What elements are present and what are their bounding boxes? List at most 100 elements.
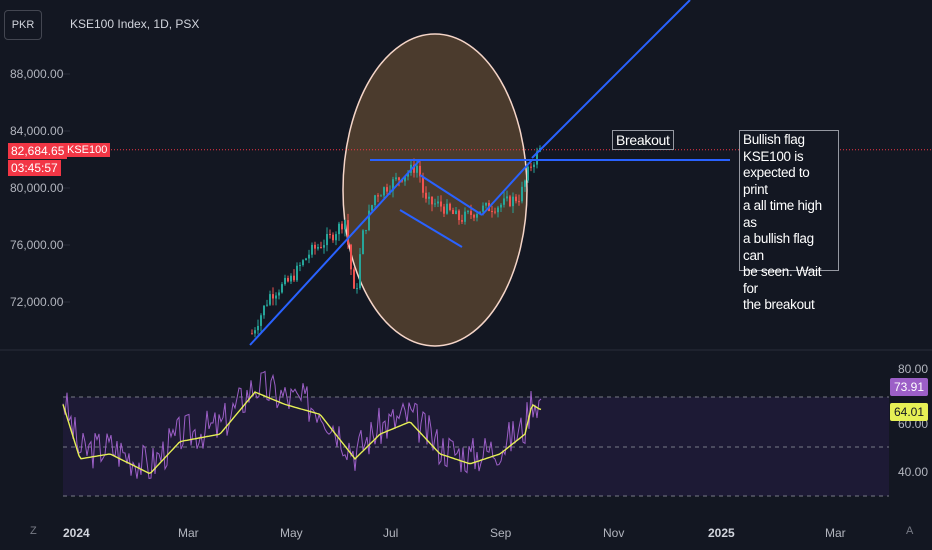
currency-button[interactable]: PKR	[4, 10, 42, 40]
x-label-jul: Jul	[383, 526, 399, 540]
candle-body	[269, 294, 271, 305]
candle-body	[347, 220, 349, 245]
price-tick-88000: 88,000.00	[10, 67, 64, 81]
candle-body	[440, 201, 442, 207]
candle-body	[260, 315, 262, 326]
x-label-may: May	[280, 526, 303, 540]
candle-body	[491, 211, 493, 213]
x-label-mar-2025: Mar	[825, 526, 846, 540]
candle-body	[473, 214, 475, 218]
x-label-sep: Sep	[490, 526, 512, 540]
candle-body	[530, 166, 532, 168]
candle-body	[299, 265, 301, 267]
candle-body	[281, 284, 283, 293]
candle-body	[428, 196, 430, 199]
projection-line	[531, 0, 691, 159]
candle-body	[485, 202, 487, 206]
candle-body	[497, 207, 499, 213]
candle-body	[323, 245, 325, 248]
candle-body	[461, 220, 463, 222]
x-label-nov: Nov	[603, 526, 625, 540]
candle-body	[254, 330, 256, 334]
candle-body	[437, 201, 439, 204]
price-tick-76000: 76,000.00	[10, 238, 64, 252]
candle-body	[332, 234, 334, 241]
candle-body	[305, 258, 307, 261]
candle-body	[503, 198, 505, 205]
candle-body	[344, 220, 346, 230]
candle-body	[395, 177, 397, 180]
candle-body	[380, 195, 382, 197]
candle-body	[383, 187, 385, 196]
candle-body	[356, 288, 358, 290]
candle-body	[425, 192, 427, 199]
note-line: be seen. Wait for	[743, 264, 822, 296]
candle-body	[458, 210, 460, 221]
candle-body	[509, 196, 511, 207]
x-label-2025: 2025	[708, 526, 735, 540]
candle-body	[443, 206, 445, 214]
candle-body	[326, 234, 328, 246]
note-line: the breakout	[743, 297, 815, 312]
candle-body	[500, 204, 502, 208]
candle-body	[314, 244, 316, 249]
countdown-tag: 03:45:57	[8, 160, 61, 176]
candle-body	[398, 177, 400, 180]
candle-body	[251, 333, 253, 335]
candle-body	[311, 244, 313, 255]
candle-body	[278, 292, 280, 296]
candle-body	[359, 254, 361, 289]
x-label-mar: Mar	[178, 526, 199, 540]
candle-body	[317, 247, 319, 249]
candle-body	[266, 304, 268, 306]
note-line: a bullish flag can	[743, 231, 814, 263]
analysis-note[interactable]: Bullish flag KSE100 is expected to print…	[739, 130, 839, 312]
note-line: a all time high as	[743, 198, 822, 230]
candle-body	[386, 187, 388, 192]
symbol-price-tag: KSE100	[64, 143, 111, 157]
candle-body	[353, 269, 355, 289]
candle-body	[431, 196, 433, 205]
flag-breakout-line	[481, 159, 533, 216]
current-price-tag: 82,684.65	[8, 143, 68, 159]
candle-body	[515, 196, 517, 202]
candle-body	[293, 275, 295, 281]
candle-body	[470, 211, 472, 215]
candle-body	[494, 211, 496, 213]
candle-body	[413, 164, 415, 173]
note-line: Bullish flag	[743, 132, 805, 147]
candle-body	[512, 196, 514, 207]
candle-body	[533, 164, 535, 168]
candle-body	[263, 305, 265, 316]
note-line: expected to print	[743, 165, 810, 197]
candle-body	[275, 295, 277, 299]
candle-body	[362, 230, 364, 255]
candle-body	[404, 176, 406, 182]
candle-body	[482, 205, 484, 212]
candle-body	[350, 244, 352, 270]
timezone-button[interactable]: Z	[30, 525, 37, 537]
trend-support-line	[249, 159, 421, 346]
price-tick-72000: 72,000.00	[10, 295, 64, 309]
candle-body	[371, 205, 373, 211]
candle-body	[392, 179, 394, 191]
candle-body	[272, 294, 274, 299]
candle-body	[308, 254, 310, 259]
candle-body	[296, 265, 298, 281]
breakout-label[interactable]: Breakout	[612, 130, 674, 150]
auto-scale-button[interactable]: A	[906, 525, 914, 537]
candle-body	[467, 211, 469, 213]
candle-body	[416, 165, 418, 173]
candle-body	[434, 203, 436, 205]
candle-body	[449, 203, 451, 210]
candle-body	[464, 211, 466, 222]
candle-body	[374, 195, 376, 206]
candle-body	[524, 180, 526, 187]
x-label-2024: 2024	[63, 526, 90, 540]
candle-body	[338, 223, 340, 235]
rsi-ma-line	[62, 391, 542, 474]
candle-body	[368, 210, 370, 231]
symbol-title: KSE100 Index, 1D, PSX	[70, 17, 200, 31]
